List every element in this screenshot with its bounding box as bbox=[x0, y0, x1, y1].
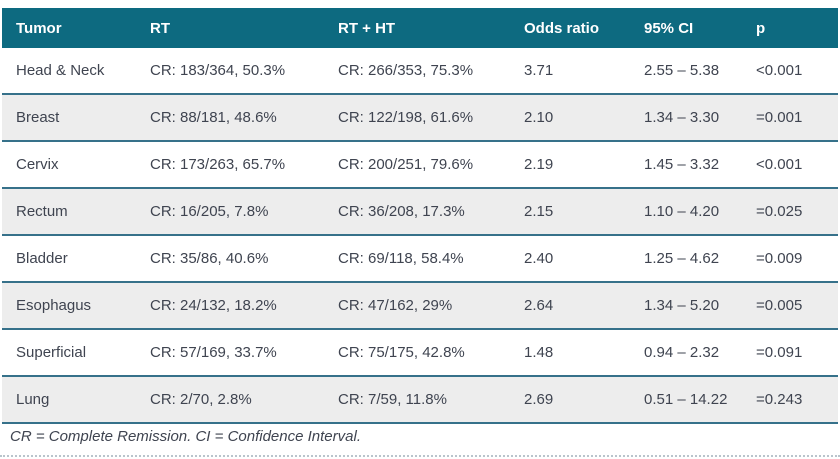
cell-tumor: Rectum bbox=[2, 188, 136, 236]
cell-rt-ht: CR: 69/118, 58.4% bbox=[324, 235, 510, 283]
cell-ci-95: 0.51 – 14.22 bbox=[630, 376, 742, 424]
cell-rt-ht: CR: 36/208, 17.3% bbox=[324, 188, 510, 236]
cell-odds-ratio: 3.71 bbox=[510, 48, 630, 95]
cell-odds-ratio: 2.40 bbox=[510, 235, 630, 283]
cell-rt: CR: 35/86, 40.6% bbox=[136, 235, 324, 283]
cell-rt-ht: CR: 7/59, 11.8% bbox=[324, 376, 510, 424]
cell-p-value: =0.025 bbox=[742, 188, 838, 236]
cell-tumor: Esophagus bbox=[2, 282, 136, 330]
table-body: Head & Neck CR: 183/364, 50.3% CR: 266/353… bbox=[2, 48, 838, 424]
cell-odds-ratio: 2.19 bbox=[510, 141, 630, 189]
bottom-divider bbox=[0, 455, 840, 457]
table-row: Rectum CR: 16/205, 7.8% CR: 36/208, 17.3% 2… bbox=[2, 188, 838, 236]
cell-tumor: Breast bbox=[2, 94, 136, 142]
cell-odds-ratio: 2.15 bbox=[510, 188, 630, 236]
cell-p-value: <0.001 bbox=[742, 141, 838, 189]
cell-rt: CR: 24/132, 18.2% bbox=[136, 282, 324, 330]
table-row: Bladder CR: 35/86, 40.6% CR: 69/118, 58.4%… bbox=[2, 235, 838, 283]
cell-tumor: Cervix bbox=[2, 141, 136, 189]
column-header-tumor: Tumor bbox=[2, 8, 136, 48]
table-header: Tumor RT RT + HT Odds ratio 95% CI p bbox=[2, 8, 838, 48]
cell-p-value: =0.009 bbox=[742, 235, 838, 283]
cell-rt: CR: 2/70, 2.8% bbox=[136, 376, 324, 424]
cell-ci-95: 1.34 – 3.30 bbox=[630, 94, 742, 142]
cell-rt: CR: 57/169, 33.7% bbox=[136, 329, 324, 377]
column-header-odds-ratio: Odds ratio bbox=[510, 8, 630, 48]
cell-tumor: Superficial bbox=[2, 329, 136, 377]
cell-rt: CR: 173/263, 65.7% bbox=[136, 141, 324, 189]
cell-tumor: Head & Neck bbox=[2, 48, 136, 95]
cell-p-value: =0.001 bbox=[742, 94, 838, 142]
table-header-row: Tumor RT RT + HT Odds ratio 95% CI p bbox=[2, 8, 838, 48]
cell-odds-ratio: 2.64 bbox=[510, 282, 630, 330]
cell-ci-95: 1.45 – 3.32 bbox=[630, 141, 742, 189]
column-header-rt: RT bbox=[136, 8, 324, 48]
cell-ci-95: 1.34 – 5.20 bbox=[630, 282, 742, 330]
cell-rt-ht: CR: 122/198, 61.6% bbox=[324, 94, 510, 142]
cell-tumor: Bladder bbox=[2, 235, 136, 283]
cell-p-value: <0.001 bbox=[742, 48, 838, 95]
table-row: Esophagus CR: 24/132, 18.2% CR: 47/162, 29… bbox=[2, 282, 838, 330]
cell-rt-ht: CR: 47/162, 29% bbox=[324, 282, 510, 330]
cell-odds-ratio: 2.69 bbox=[510, 376, 630, 424]
cell-rt: CR: 183/364, 50.3% bbox=[136, 48, 324, 95]
cell-odds-ratio: 1.48 bbox=[510, 329, 630, 377]
cell-rt-ht: CR: 200/251, 79.6% bbox=[324, 141, 510, 189]
cell-p-value: =0.243 bbox=[742, 376, 838, 424]
table-footnote: CR = Complete Remission. CI = Confidence… bbox=[10, 428, 361, 445]
table-row: Cervix CR: 173/263, 65.7% CR: 200/251, 79.… bbox=[2, 141, 838, 189]
cell-ci-95: 1.25 – 4.62 bbox=[630, 235, 742, 283]
cell-rt-ht: CR: 75/175, 42.8% bbox=[324, 329, 510, 377]
cell-p-value: =0.091 bbox=[742, 329, 838, 377]
cell-tumor: Lung bbox=[2, 376, 136, 424]
column-header-ci-95: 95% CI bbox=[630, 8, 742, 48]
table-row: Superficial CR: 57/169, 33.7% CR: 75/175, … bbox=[2, 329, 838, 377]
table-row: Lung CR: 2/70, 2.8% CR: 7/59, 11.8% 2.69 0.5… bbox=[2, 376, 838, 424]
table-row: Breast CR: 88/181, 48.6% CR: 122/198, 61.6… bbox=[2, 94, 838, 142]
column-header-p-value: p bbox=[742, 8, 838, 48]
tumor-response-table: Tumor RT RT + HT Odds ratio 95% CI p Head & N… bbox=[2, 8, 838, 424]
cell-ci-95: 2.55 – 5.38 bbox=[630, 48, 742, 95]
cell-ci-95: 1.10 – 4.20 bbox=[630, 188, 742, 236]
cell-p-value: =0.005 bbox=[742, 282, 838, 330]
cell-odds-ratio: 2.10 bbox=[510, 94, 630, 142]
cell-ci-95: 0.94 – 2.32 bbox=[630, 329, 742, 377]
cell-rt: CR: 88/181, 48.6% bbox=[136, 94, 324, 142]
column-header-rt-ht: RT + HT bbox=[324, 8, 510, 48]
cell-rt: CR: 16/205, 7.8% bbox=[136, 188, 324, 236]
table-row: Head & Neck CR: 183/364, 50.3% CR: 266/353… bbox=[2, 48, 838, 95]
cell-rt-ht: CR: 266/353, 75.3% bbox=[324, 48, 510, 95]
